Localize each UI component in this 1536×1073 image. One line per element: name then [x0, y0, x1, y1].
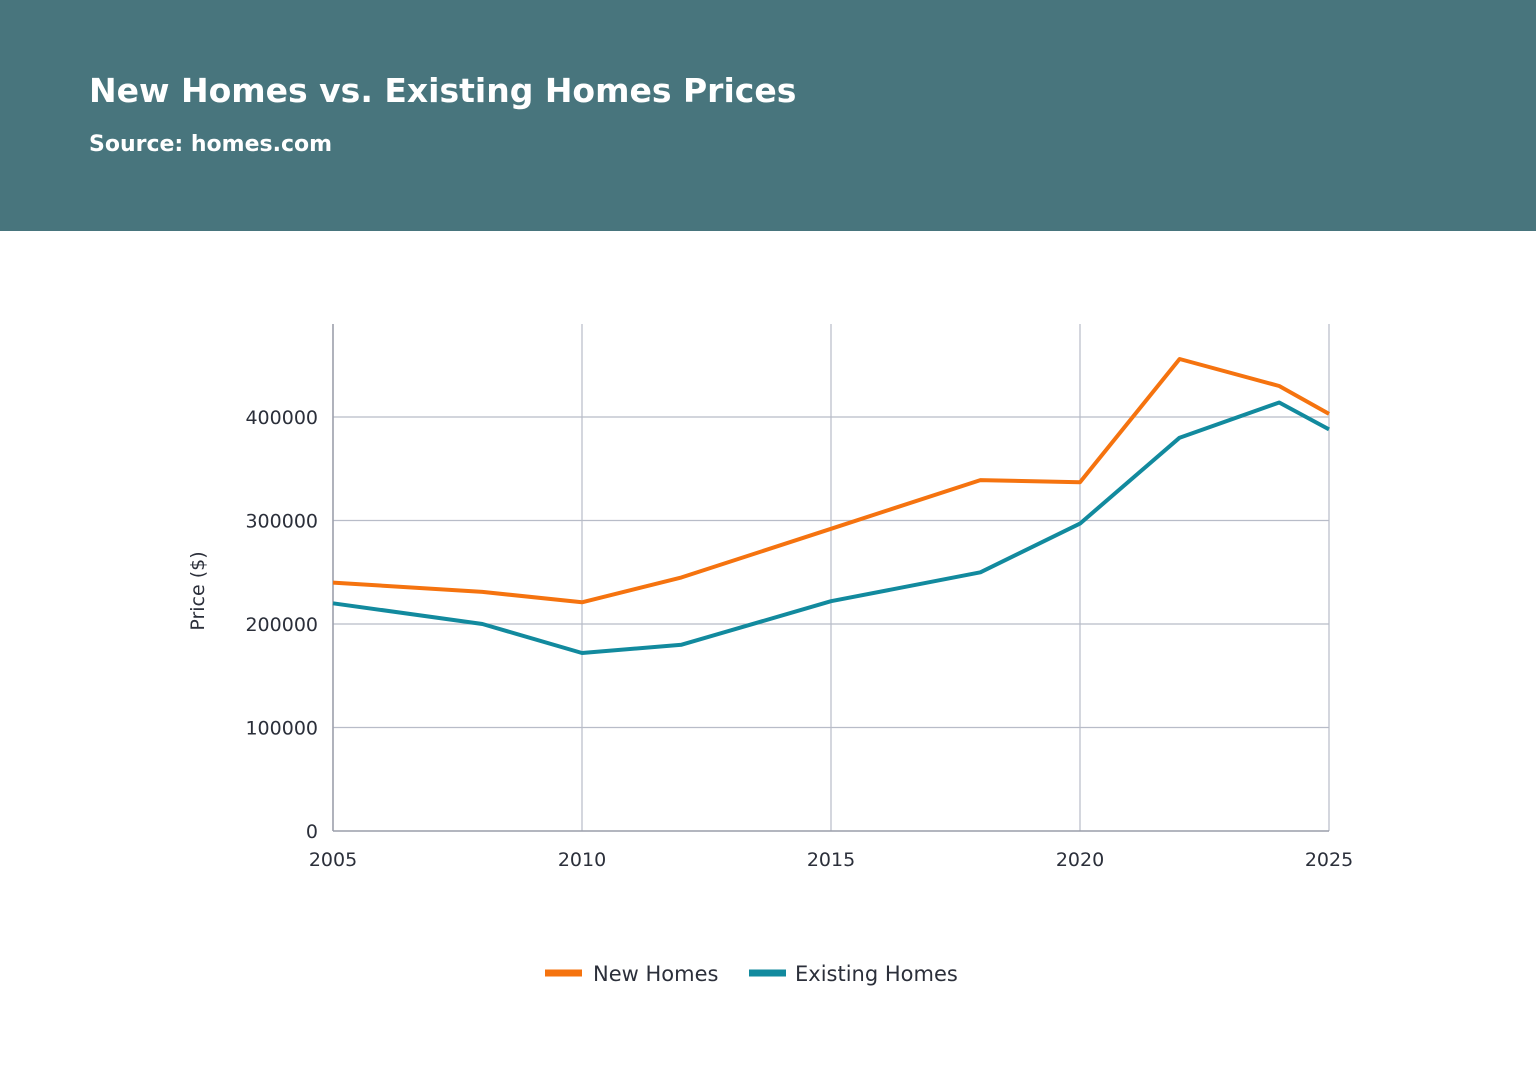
legend-label-new-homes: New Homes — [593, 962, 718, 986]
x-tick-label: 2010 — [558, 849, 606, 871]
series-line-existing-homes — [332, 400, 1330, 655]
x-tick-label: 2005 — [309, 849, 357, 871]
y-axis-title: Price ($) — [187, 551, 209, 630]
y-tick-label: 100000 — [245, 718, 318, 740]
y-tick-label: 400000 — [245, 407, 318, 429]
series-line-new-homes — [332, 357, 1330, 605]
series-lines — [332, 357, 1330, 655]
chart-title: New Homes vs. Existing Homes Prices — [89, 71, 797, 110]
legend: New Homes Existing Homes — [545, 962, 958, 986]
chart-header: New Homes vs. Existing Homes Prices Sour… — [0, 0, 1536, 231]
legend-swatch-existing-homes — [749, 969, 786, 977]
x-tick-label: 2015 — [807, 849, 855, 871]
tick-labels: 0 100000 200000 300000 400000 2005 2010 2015 202… — [245, 407, 1353, 871]
y-tick-label: 200000 — [245, 614, 318, 636]
y-tick-label: 300000 — [245, 511, 318, 533]
line-chart: 0 100000 200000 300000 400000 2005 2010 2015 202… — [187, 324, 1353, 986]
legend-swatch-new-homes — [545, 969, 582, 977]
grid-lines — [332, 324, 1330, 831]
legend-label-existing-homes: Existing Homes — [795, 962, 958, 986]
x-tick-label: 2025 — [1305, 849, 1353, 871]
x-tick-label: 2020 — [1056, 849, 1104, 871]
axes — [332, 324, 1329, 832]
y-tick-label: 0 — [306, 821, 318, 843]
chart-subtitle: Source: homes.com — [89, 132, 333, 157]
